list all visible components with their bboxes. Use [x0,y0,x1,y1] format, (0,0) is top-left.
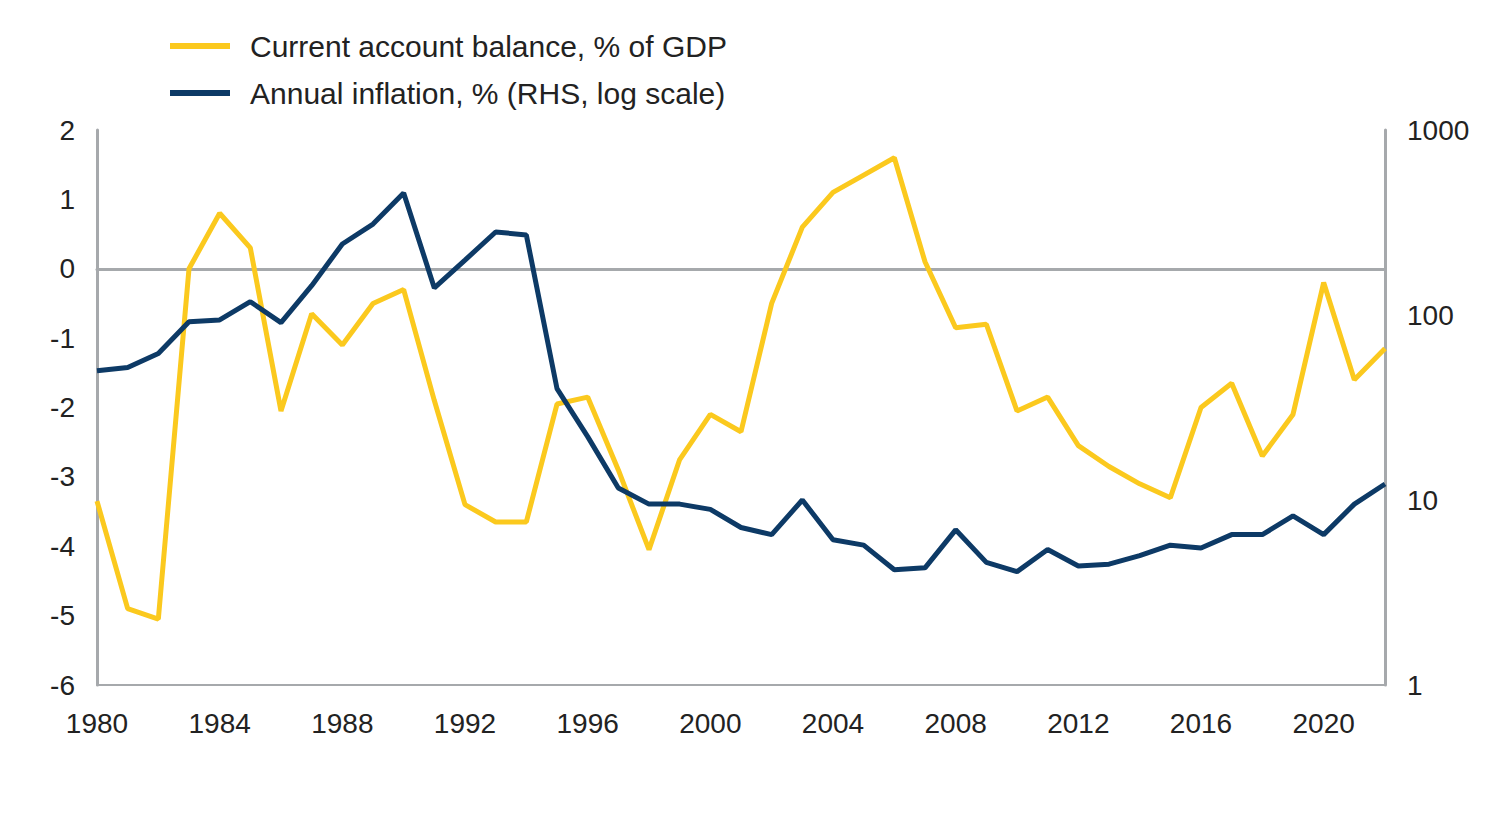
svg-text:2004: 2004 [802,708,864,739]
svg-text:1996: 1996 [557,708,619,739]
svg-text:0: 0 [59,253,75,284]
svg-text:1984: 1984 [189,708,251,739]
svg-text:1: 1 [59,184,75,215]
svg-text:1: 1 [1407,670,1423,701]
svg-text:2012: 2012 [1047,708,1109,739]
svg-text:-6: -6 [50,670,75,701]
svg-text:-5: -5 [50,600,75,631]
svg-text:-1: -1 [50,323,75,354]
svg-text:2016: 2016 [1170,708,1232,739]
svg-text:-2: -2 [50,392,75,423]
svg-text:2000: 2000 [679,708,741,739]
svg-text:1992: 1992 [434,708,496,739]
svg-text:Current account balance, % of: Current account balance, % of GDP [250,30,727,63]
svg-text:100: 100 [1407,300,1454,331]
svg-text:1980: 1980 [66,708,128,739]
svg-text:2020: 2020 [1293,708,1355,739]
svg-text:1000: 1000 [1407,115,1469,146]
svg-text:1988: 1988 [311,708,373,739]
svg-text:10: 10 [1407,485,1438,516]
svg-text:-3: -3 [50,461,75,492]
svg-text:2008: 2008 [925,708,987,739]
svg-text:2: 2 [59,115,75,146]
svg-text:Annual inflation, % (RHS, log: Annual inflation, % (RHS, log scale) [250,77,725,110]
svg-text:-4: -4 [50,531,75,562]
